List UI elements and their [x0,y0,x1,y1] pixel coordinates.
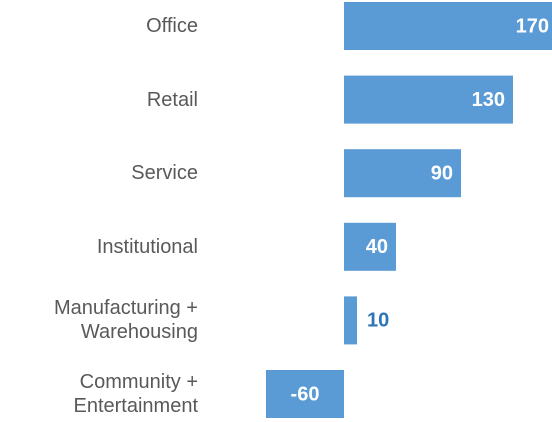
data-label: -60 [291,383,320,405]
category-text: Office [146,15,198,37]
bar [344,149,461,198]
bar [344,296,357,345]
bar [344,2,552,50]
category-text: Manufacturing + Warehousing [54,297,198,344]
category-text: Institutional [96,235,198,258]
bar [344,222,396,271]
data-label: 170 [516,15,549,37]
bar [344,75,513,124]
category-text: Service [131,162,198,185]
data-label: 40 [366,236,388,258]
category-label: Community + Entertainment [0,364,198,422]
data-label: 10 [367,310,389,332]
bar [266,370,344,418]
data-label: 130 [472,89,505,111]
category-label: Institutional [0,217,198,277]
category-text: Community + Entertainment [73,371,198,417]
category-label: Manufacturing + Warehousing [0,290,198,350]
category-text: Retail [146,88,198,111]
category-label: Retail [0,70,198,130]
category-label: Service [0,143,198,203]
category-label: Office [0,0,198,56]
data-label: 90 [431,162,453,184]
